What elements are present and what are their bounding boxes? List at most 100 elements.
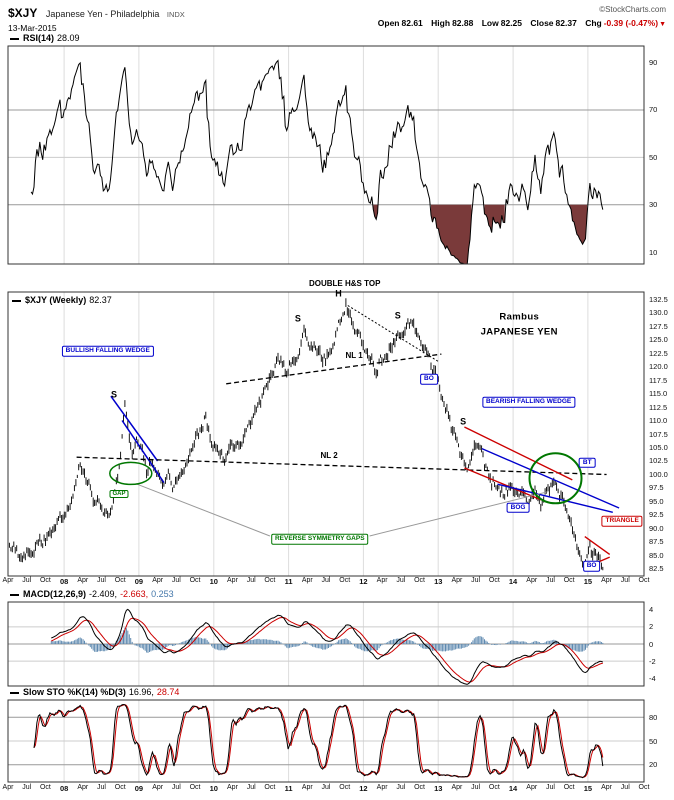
neckline-2-label: NL 2 — [320, 451, 338, 461]
x-axis-label: Apr — [376, 784, 388, 791]
right-shoulder-2012-label: S — [394, 310, 401, 321]
x-axis-label: Apr — [152, 784, 164, 791]
x-axis-label: Apr — [227, 784, 238, 791]
y-axis-label: 85.0 — [649, 550, 664, 560]
y-axis-label: 0 — [649, 639, 654, 649]
y-axis-label: 92.5 — [649, 510, 664, 520]
y-axis-label: 107.5 — [649, 429, 668, 439]
y-axis-label: 130.0 — [649, 308, 668, 318]
chg-value: -0.39 (-0.47%) — [603, 18, 659, 28]
main-panel-label: $XJY (Weekly) 82.37 — [12, 295, 112, 305]
quote-line: Open 82.61 High 82.88 Low 82.25 Close 82.37 … — [372, 18, 666, 28]
x-axis-label: 12 — [359, 784, 368, 793]
sto-series-swatch-icon — [10, 691, 19, 694]
double-hs-top-label: DOUBLE H&S TOP — [308, 279, 381, 289]
x-axis-label: Oct — [638, 577, 650, 584]
x-axis-label: Jul — [620, 577, 630, 584]
close-label: Close — [530, 18, 554, 28]
x-axis-label: Apr — [77, 784, 89, 791]
close-value: 82.37 — [555, 18, 577, 28]
y-axis-label: 95.0 — [649, 496, 664, 506]
x-axis-label: Apr — [2, 784, 14, 791]
x-axis-label: 15 — [583, 784, 593, 793]
x-axis-label: Apr — [601, 784, 613, 791]
y-axis-label: 122.5 — [649, 348, 668, 358]
shoulder-2013-label: S — [460, 416, 467, 427]
x-axis-label: Jul — [246, 577, 256, 584]
x-axis-label: 15 — [583, 577, 593, 586]
y-axis-label: 132.5 — [649, 294, 668, 304]
japanese-yen-label: JAPANESE YEN — [480, 326, 558, 338]
x-axis-label: Jul — [22, 577, 32, 584]
main-label: $XJY (Weekly) — [25, 295, 87, 305]
rsi-label: RSI(14) — [23, 33, 55, 43]
chg-label: Chg — [585, 18, 602, 28]
x-axis-label: Jul — [396, 577, 406, 584]
x-axis-label: Jul — [246, 784, 256, 791]
symbol: $XJY — [8, 6, 38, 20]
backtest-label: BT — [578, 457, 596, 468]
down-arrow-icon: ▼ — [659, 21, 666, 28]
x-axis-label: Jul — [545, 577, 555, 584]
x-axis-label: Jul — [97, 784, 106, 791]
x-axis-label: Jul — [545, 784, 555, 791]
y-axis-label: 30 — [649, 200, 658, 210]
gap-label: GAP — [109, 490, 129, 499]
x-axis-label: Oct — [264, 784, 276, 791]
x-axis-label: Jul — [620, 784, 630, 791]
x-axis-label: Apr — [301, 784, 313, 791]
copyright: ©StockCharts.com — [599, 5, 666, 14]
x-axis-label: 11 — [284, 784, 293, 793]
y-axis-label: 50 — [649, 736, 658, 746]
triangle-label: TRIANGLE — [601, 516, 643, 527]
x-axis-label: 14 — [508, 577, 518, 586]
open-value: 82.61 — [401, 18, 423, 28]
x-axis-label: Oct — [189, 577, 201, 584]
x-axis-label: Apr — [451, 784, 463, 791]
rambus-signature: Rambus — [499, 311, 540, 323]
left-shoulder-2011-label: S — [294, 313, 301, 324]
rsi-value: 28.09 — [57, 33, 80, 43]
x-axis-label: Oct — [638, 784, 650, 791]
x-axis-label: 12 — [359, 577, 368, 586]
x-axis-label: Jul — [396, 784, 406, 791]
chart-date: 13-Mar-2015 — [8, 23, 57, 33]
x-axis-label: Jul — [321, 784, 331, 791]
x-axis-label: Apr — [301, 577, 313, 584]
x-axis-label: 13 — [434, 577, 443, 586]
x-axis-label: Oct — [488, 784, 500, 791]
x-axis-label: Apr — [601, 577, 613, 584]
x-axis-label: Oct — [563, 784, 575, 791]
rsi-panel-label: RSI(14) 28.09 — [10, 33, 80, 43]
x-axis-label: Jul — [321, 577, 331, 584]
x-axis-label: Oct — [114, 784, 126, 791]
y-axis-label: 82.5 — [649, 564, 664, 574]
exchange-label: INDX — [166, 10, 185, 19]
x-axis-label: Oct — [563, 577, 575, 584]
y-axis-label: 117.5 — [649, 375, 668, 385]
x-axis-label: 09 — [134, 577, 144, 586]
x-axis-label: 10 — [209, 784, 218, 793]
x-axis-label: Jul — [471, 784, 481, 791]
price-series-swatch-icon — [12, 299, 21, 302]
x-axis-label: Apr — [526, 784, 538, 791]
x-axis-label: Apr — [451, 577, 463, 584]
breakout-nl1-label: BO — [420, 374, 438, 385]
sto-d-value: 28.74 — [156, 687, 180, 697]
x-axis-label: Apr — [526, 577, 538, 584]
y-axis-label: -4 — [649, 673, 656, 683]
y-axis-label: 90 — [649, 58, 658, 68]
y-axis-label: 120.0 — [649, 362, 668, 371]
x-axis-label: 08 — [59, 577, 69, 586]
bearish-falling-wedge-label: BEARISH FALLING WEDGE — [482, 396, 576, 408]
y-axis-label: 90.0 — [649, 523, 664, 533]
low-label: Low — [481, 18, 499, 28]
y-axis-label: 102.5 — [649, 456, 668, 466]
chart-header: $XJY Japanese Yen - Philadelphia INDX ©S… — [8, 4, 666, 20]
bullish-falling-wedge-label: BULLISH FALLING WEDGE — [61, 346, 154, 357]
y-axis-label: 87.5 — [649, 537, 664, 547]
y-axis-label: 127.5 — [649, 321, 668, 331]
instrument-title: Japanese Yen - Philadelphia — [45, 9, 160, 19]
